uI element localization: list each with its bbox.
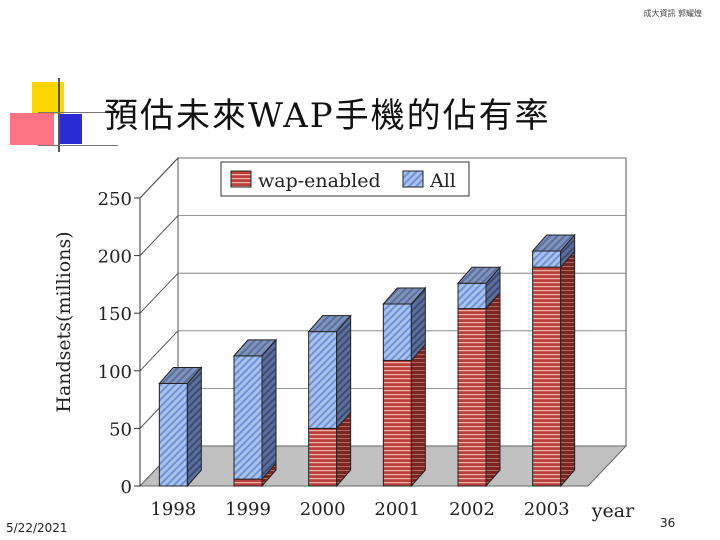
bar-wap-enabled-front [308, 427, 338, 487]
bar-all-front [382, 303, 412, 361]
bar-wap-enabled-front [457, 308, 487, 487]
x-tick-label: 2001 [374, 499, 420, 520]
bar-all-side [336, 314, 352, 430]
bar-wap-enabled-side [485, 291, 501, 488]
y-axis-label: Handsets(millions) [53, 231, 75, 412]
x-tick-label: 2003 [524, 499, 570, 520]
header-credit: 成大資訊 郭耀煌 [643, 9, 702, 18]
bar-all-front [457, 282, 487, 310]
footer-date: 5/22/2021 [6, 521, 68, 535]
x-axis-label: year [591, 500, 635, 522]
y-tick-label: 250 [98, 189, 132, 210]
bar-all [382, 286, 427, 362]
x-tick-label: 2000 [300, 499, 346, 520]
bar-all [232, 338, 278, 481]
slide-title: 預估未來WAP手機的佔有率 [104, 96, 551, 136]
bar-all-top [307, 315, 352, 333]
bar-all-top [158, 366, 203, 384]
bar-all [531, 233, 576, 269]
decoration-horizontal-line [38, 145, 118, 146]
bar-all-front [233, 355, 263, 480]
bar-all [456, 265, 502, 310]
page-number: 36 [660, 516, 676, 530]
bar-all-top [456, 266, 502, 284]
decoration-vertical-line [58, 78, 60, 152]
bar-all-front [532, 250, 562, 268]
bar-wap-enabled-front [532, 266, 562, 487]
bar-all-top [232, 339, 278, 357]
legend-box [220, 161, 470, 197]
bar-wap-enabled-front [233, 478, 263, 487]
bar-wap-enabled-side [560, 249, 576, 488]
bar-all-side [186, 366, 202, 488]
bar-wap-enabled-side [410, 343, 426, 488]
bar-wap-enabled [382, 343, 426, 488]
legend-swatch-all [402, 170, 424, 188]
bar-all-top [531, 234, 576, 252]
bar-all [307, 314, 352, 430]
legend-swatch-wap-enabled [230, 170, 252, 188]
decoration-blue-square [58, 114, 82, 144]
legend-label-all: All [429, 170, 456, 192]
bar-all-front [158, 382, 188, 487]
gridline [139, 157, 179, 199]
x-tick-label: 2002 [449, 499, 495, 520]
gridline [139, 272, 179, 314]
y-tick-label: 100 [98, 362, 132, 383]
bar-wap-enabled [457, 291, 501, 488]
bar-wap-enabled [308, 411, 352, 488]
gridline [139, 215, 179, 256]
bar-all-top [382, 287, 427, 305]
y-tick-label: 50 [109, 419, 132, 440]
legend-label-wap-enabled: wap-enabled [258, 170, 381, 192]
gridline [139, 330, 179, 372]
x-tick-label: 1999 [225, 499, 271, 520]
bar-all [158, 366, 203, 488]
bar-all-side [261, 338, 277, 481]
y-tick-label: 150 [98, 304, 132, 325]
bar-all-front [308, 331, 338, 429]
x-tick-label: 1998 [150, 499, 196, 520]
bar-wap-enabled-front [382, 359, 412, 487]
y-tick-label: 0 [121, 477, 132, 498]
bar-wap-enabled [532, 249, 576, 488]
decoration-red-square [10, 113, 54, 145]
decoration-horizontal-line [38, 112, 118, 113]
y-tick-label: 200 [98, 247, 132, 268]
